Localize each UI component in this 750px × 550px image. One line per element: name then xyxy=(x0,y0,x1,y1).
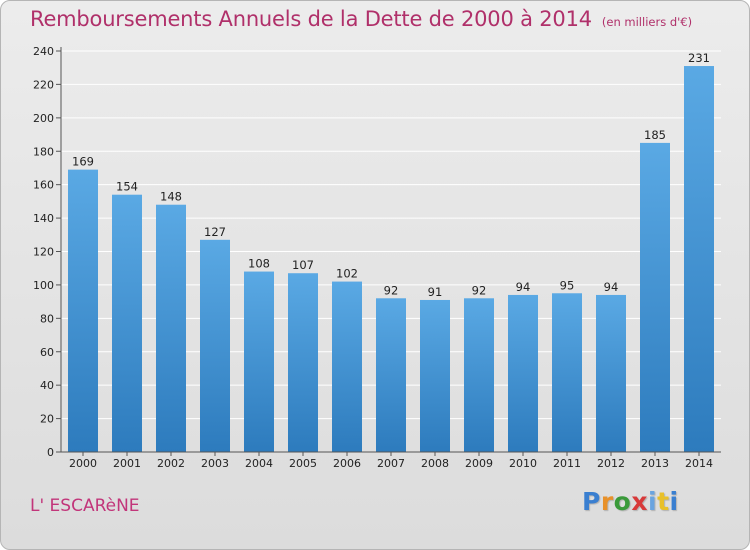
x-tick-label: 2002 xyxy=(157,457,185,470)
y-tick-label: 80 xyxy=(40,312,54,325)
y-tick-label: 140 xyxy=(33,212,54,225)
y-tick-label: 240 xyxy=(33,45,54,58)
y-tick-label: 0 xyxy=(47,446,54,459)
logo-letter: P xyxy=(582,487,601,516)
x-tick-label: 2003 xyxy=(201,457,229,470)
value-label: 107 xyxy=(292,258,314,272)
bar xyxy=(508,294,538,452)
bar xyxy=(244,271,274,452)
value-label: 108 xyxy=(248,257,270,271)
value-label: 102 xyxy=(336,267,358,281)
bar xyxy=(420,299,450,452)
value-label: 185 xyxy=(644,128,666,142)
value-label: 148 xyxy=(160,190,182,204)
x-tick-label: 2014 xyxy=(685,457,713,470)
bars xyxy=(68,66,714,453)
x-tick-label: 2013 xyxy=(641,457,669,470)
bar xyxy=(552,293,582,452)
x-tick-label: 2010 xyxy=(509,457,537,470)
value-label: 154 xyxy=(116,180,138,194)
value-label: 95 xyxy=(560,278,575,292)
bar xyxy=(376,298,406,452)
x-tick-label: 2007 xyxy=(377,457,405,470)
x-tick-label: 2001 xyxy=(113,457,141,470)
value-label: 169 xyxy=(72,155,94,169)
value-labels: 169 154 148 127 108 107 102 92 91 92 94 95 94 185 231 xyxy=(72,51,710,299)
y-tick-label: 60 xyxy=(40,346,54,359)
y-tick-label: 120 xyxy=(33,246,54,259)
bar xyxy=(684,66,714,452)
logo-letter: o xyxy=(613,487,632,516)
value-label: 231 xyxy=(688,51,710,65)
y-tick-label: 180 xyxy=(33,145,54,158)
value-label: 92 xyxy=(472,283,487,297)
bar xyxy=(332,281,362,452)
chart-subtitle: (en milliers d'€) xyxy=(601,15,693,29)
y-tick-label: 200 xyxy=(33,112,54,125)
logo-letter: i xyxy=(648,487,658,516)
y-tick-label: 100 xyxy=(33,279,54,292)
chart-title-text: Remboursements Annuels de la Dette de 20… xyxy=(30,7,592,31)
y-tick-label: 20 xyxy=(40,413,54,426)
bar xyxy=(68,169,98,453)
x-tick-label: 2011 xyxy=(553,457,581,470)
x-tick-label: 2009 xyxy=(465,457,493,470)
value-label: 91 xyxy=(428,285,443,299)
logo-letter: r xyxy=(600,487,614,516)
commune-name: L' ESCARèNE xyxy=(30,496,140,516)
logo-letter: t xyxy=(657,487,670,516)
x-tick-label: 2012 xyxy=(597,457,625,470)
x-tick-label: 2008 xyxy=(421,457,449,470)
bar xyxy=(288,273,318,452)
bar xyxy=(112,194,142,453)
y-tick-label: 220 xyxy=(33,78,54,91)
y-tick-label: 40 xyxy=(40,379,54,392)
y-tick-label: 160 xyxy=(33,179,54,192)
logo-letter: i xyxy=(669,487,679,516)
logo-letter: x xyxy=(631,487,648,516)
value-label: 94 xyxy=(516,280,531,294)
axes: 0 20 40 60 80 100 120 140 160 180 200 220 240 2000 200… xyxy=(33,45,721,470)
chart-title: Remboursements Annuels de la Dette de 20… xyxy=(30,7,692,31)
bar xyxy=(596,294,626,452)
x-tick-label: 2006 xyxy=(333,457,361,470)
proxiti-logo: Proxiti xyxy=(582,487,679,516)
x-tick-label: 2004 xyxy=(245,457,273,470)
value-label: 127 xyxy=(204,225,226,239)
x-tick-label: 2005 xyxy=(289,457,317,470)
bar xyxy=(200,239,230,452)
x-tick-label: 2000 xyxy=(69,457,97,470)
value-label: 92 xyxy=(384,283,399,297)
value-label: 94 xyxy=(604,280,619,294)
bar xyxy=(464,298,494,452)
bar xyxy=(640,142,670,453)
bar xyxy=(156,204,186,452)
